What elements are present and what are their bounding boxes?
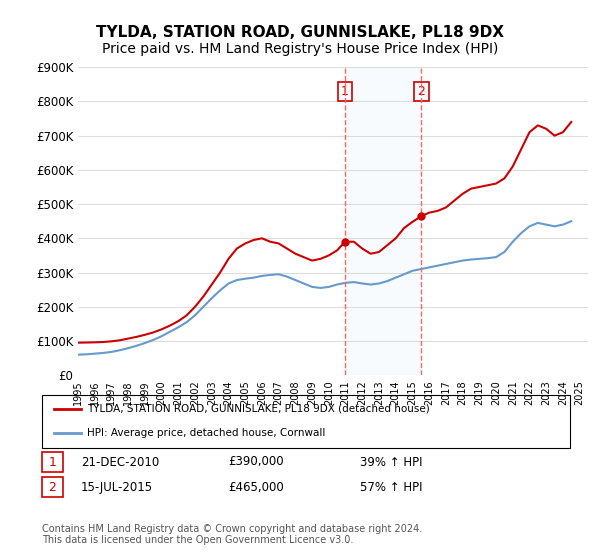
Text: £465,000: £465,000	[228, 480, 284, 494]
Text: 2: 2	[418, 85, 425, 99]
Text: £390,000: £390,000	[228, 455, 284, 469]
Bar	[345, 67, 421, 375]
Text: 1: 1	[341, 85, 349, 99]
Text: TYLDA, STATION ROAD, GUNNISLAKE, PL18 9DX: TYLDA, STATION ROAD, GUNNISLAKE, PL18 9D…	[96, 25, 504, 40]
Text: 2: 2	[49, 480, 56, 494]
Text: 57% ↑ HPI: 57% ↑ HPI	[360, 480, 422, 494]
Text: 39% ↑ HPI: 39% ↑ HPI	[360, 455, 422, 469]
Text: HPI: Average price, detached house, Cornwall: HPI: Average price, detached house, Corn…	[87, 428, 325, 438]
Text: 1: 1	[49, 455, 56, 469]
Text: Price paid vs. HM Land Registry's House Price Index (HPI): Price paid vs. HM Land Registry's House …	[102, 42, 498, 56]
Text: 21-DEC-2010: 21-DEC-2010	[81, 455, 159, 469]
Text: TYLDA, STATION ROAD, GUNNISLAKE, PL18 9DX (detached house): TYLDA, STATION ROAD, GUNNISLAKE, PL18 9D…	[87, 404, 430, 414]
Text: 15-JUL-2015: 15-JUL-2015	[81, 480, 153, 494]
Text: Contains HM Land Registry data © Crown copyright and database right 2024.
This d: Contains HM Land Registry data © Crown c…	[42, 524, 422, 545]
